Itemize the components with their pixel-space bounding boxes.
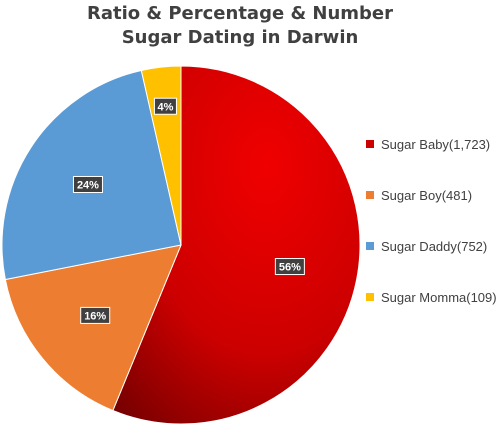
- data-label-text: 4%: [157, 101, 173, 113]
- legend-item-sugar-boy: Sugar Boy(481): [366, 187, 472, 203]
- data-label-box: [274, 258, 305, 276]
- legend-swatch: [366, 191, 374, 199]
- data-label-text: 56%: [279, 262, 301, 274]
- chart-title-line-1: Ratio & Percentage & Number: [86, 3, 394, 24]
- pie-slice-sugar-daddy: [1, 69, 182, 281]
- legend-swatch: [366, 140, 374, 148]
- data-label-box: [80, 306, 111, 324]
- legend-swatch: [366, 293, 374, 301]
- legend-swatch: [366, 242, 374, 250]
- chart-title-line-2: Sugar Dating in Darwin: [121, 27, 359, 48]
- chart-title: Ratio & Percentage & Number Sugar Dating…: [0, 2, 480, 50]
- legend-item-sugar-daddy: Sugar Daddy(752): [366, 238, 487, 254]
- legend-item-sugar-baby: Sugar Baby(1,723): [366, 136, 490, 152]
- data-label-box: [72, 176, 103, 194]
- legend-label: Sugar Momma(109): [381, 289, 497, 305]
- data-label-text: 24%: [77, 180, 99, 192]
- pie-slice-sugar-boy: [4, 244, 182, 412]
- legend-label: Sugar Boy(481): [381, 187, 473, 203]
- data-label-sugar-daddy: 24%: [72, 176, 103, 194]
- data-label-sugar-baby: 56%: [274, 258, 305, 276]
- data-label-sugar-boy: 16%: [80, 306, 111, 324]
- legend-label: Sugar Baby(1,723): [381, 136, 491, 152]
- legend-item-sugar-momma: Sugar Momma(109): [366, 289, 497, 305]
- legend-label: Sugar Daddy(752): [381, 238, 488, 254]
- data-label-box: [153, 97, 177, 115]
- data-label-text: 16%: [84, 310, 106, 322]
- pie-slice-sugar-baby: [112, 65, 361, 425]
- data-label-sugar-momma: 4%: [153, 97, 177, 115]
